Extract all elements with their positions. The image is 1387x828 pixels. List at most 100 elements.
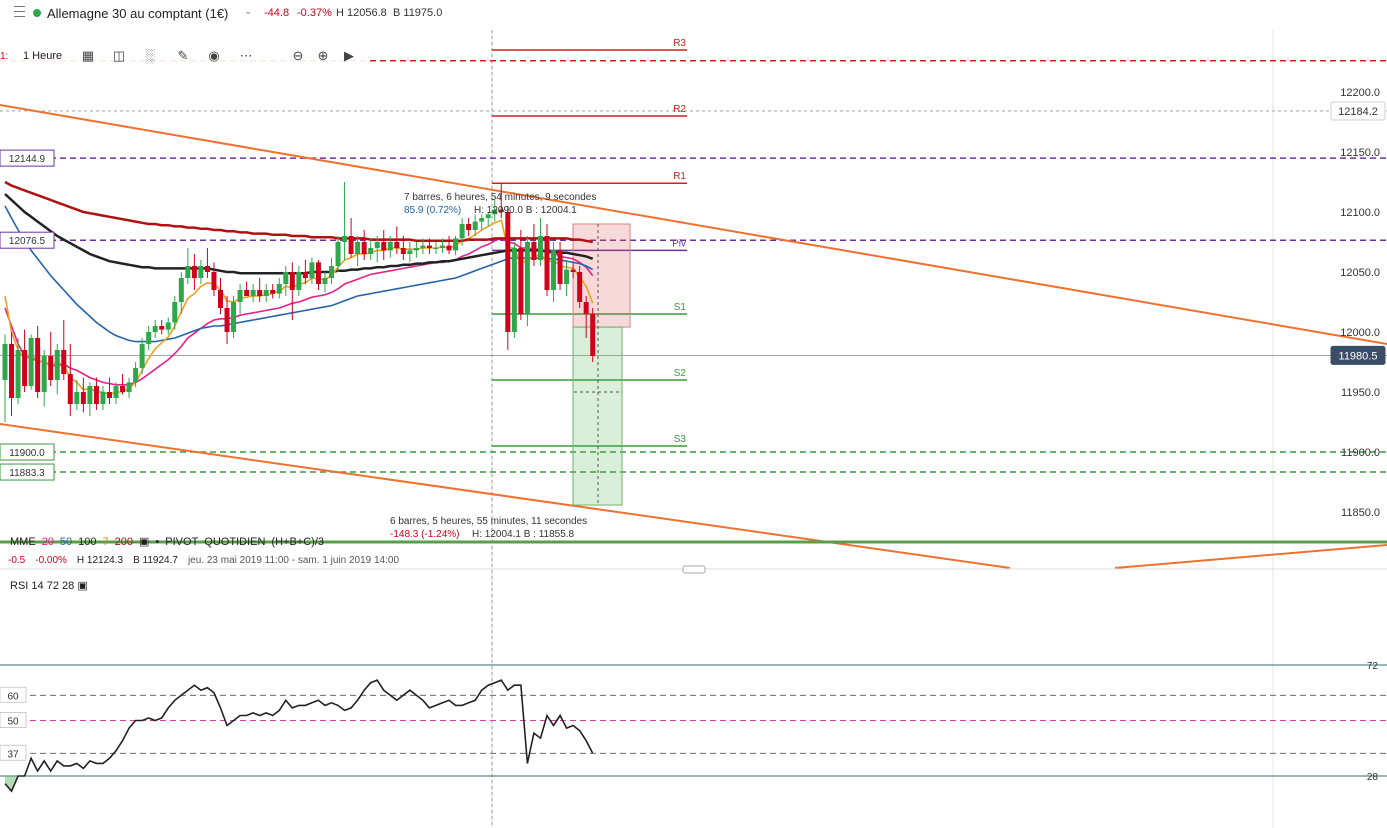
candles-icon[interactable]: ◫ bbox=[112, 48, 126, 63]
price-label-text: 12076.5 bbox=[9, 236, 46, 247]
period-info-row: -0.5 -0.00% H 12124.3 B 11924.7 jeu. 23 mai … bbox=[8, 555, 409, 566]
measure-bottom-change: -148.3 (-1.24%) bbox=[390, 529, 460, 540]
channel-lower-line bbox=[0, 423, 1011, 569]
ema-series-line bbox=[4, 180, 593, 244]
play-icon[interactable]: ▶ bbox=[344, 48, 354, 63]
draw-icon[interactable]: ✎ bbox=[177, 48, 189, 63]
candle bbox=[453, 236, 459, 256]
candle-body bbox=[459, 224, 465, 239]
price-label-box bbox=[0, 463, 55, 481]
y-axis-tick-label: 12100.0 bbox=[1340, 207, 1380, 219]
zoom-in-icon[interactable]: ⊕ bbox=[317, 48, 329, 63]
candle bbox=[133, 362, 139, 388]
pivot-label[interactable]: PIVOT bbox=[165, 536, 199, 548]
candle bbox=[433, 242, 439, 254]
chevron-down-icon[interactable]: ⌄ bbox=[244, 6, 253, 17]
candle bbox=[361, 230, 367, 260]
candle bbox=[485, 212, 491, 227]
candle bbox=[224, 296, 230, 344]
measure-top-range: H: 12090.0 B : 12004.1 bbox=[474, 205, 577, 216]
candle bbox=[459, 218, 465, 246]
candle bbox=[420, 238, 426, 254]
channel-lower-line-2 bbox=[1114, 544, 1387, 569]
candle-body bbox=[172, 302, 178, 323]
instrument-title[interactable]: Allemagne 30 au comptant (1€) bbox=[47, 6, 229, 21]
candle-body bbox=[329, 266, 334, 278]
candle-body bbox=[322, 278, 328, 284]
candle bbox=[283, 266, 289, 296]
candle-body bbox=[80, 392, 86, 404]
candle-body bbox=[557, 250, 563, 284]
candle bbox=[557, 242, 563, 290]
candle bbox=[355, 236, 361, 266]
pivot-type: QUOTIDIEN bbox=[204, 536, 266, 548]
ema-series-line bbox=[4, 205, 594, 343]
rsi-level-box bbox=[0, 744, 27, 761]
candle-body bbox=[120, 386, 126, 392]
close-icon[interactable]: ▣ bbox=[139, 536, 150, 548]
candle-body bbox=[276, 284, 282, 294]
candle-body bbox=[9, 344, 15, 398]
price-label-text: 11980.5 bbox=[1339, 350, 1378, 362]
price-label-box bbox=[1330, 345, 1386, 365]
candle-body bbox=[387, 242, 393, 251]
candle bbox=[152, 320, 158, 338]
candle-body bbox=[93, 386, 99, 404]
grid-icon[interactable]: ▦ bbox=[81, 48, 95, 63]
candle bbox=[511, 242, 517, 338]
y-axis-tick-label: 11850.0 bbox=[1341, 507, 1380, 519]
candle bbox=[335, 236, 341, 272]
bars-icon[interactable]: ░ bbox=[145, 48, 155, 63]
candle-body bbox=[381, 242, 387, 251]
candle bbox=[41, 350, 47, 407]
candle-body bbox=[564, 269, 570, 284]
candle-body bbox=[126, 382, 132, 392]
candle bbox=[537, 218, 543, 266]
candle bbox=[178, 272, 184, 314]
candle bbox=[518, 230, 524, 320]
measure-bottom-duration: 6 barres, 5 heures, 55 minutes, 11 secon… bbox=[390, 516, 588, 527]
y-axis-tick-label: 12200.0 bbox=[1340, 87, 1380, 99]
candle bbox=[466, 218, 472, 236]
candle bbox=[165, 317, 171, 335]
more-icon[interactable]: ⋯ bbox=[239, 48, 253, 63]
ema-series-line bbox=[4, 237, 594, 386]
candle-body bbox=[446, 245, 452, 251]
pane-resize-handle bbox=[682, 565, 706, 574]
zoom-out-icon[interactable]: ⊖ bbox=[292, 48, 304, 63]
candle-body bbox=[152, 326, 158, 332]
candle bbox=[93, 377, 99, 410]
candle bbox=[244, 281, 250, 296]
candle-body bbox=[257, 290, 263, 296]
menu-icon[interactable] bbox=[14, 6, 25, 17]
ma-period-7: 7 bbox=[102, 536, 109, 548]
rsi-level-box bbox=[0, 686, 27, 703]
candle-body bbox=[400, 248, 406, 254]
ma-label[interactable]: MME bbox=[10, 536, 36, 548]
candle bbox=[270, 284, 276, 299]
period-change-percent: -0.00% bbox=[35, 555, 67, 566]
candle bbox=[315, 260, 321, 290]
candle-body bbox=[87, 386, 93, 404]
candle-body bbox=[420, 245, 426, 248]
candle bbox=[498, 183, 504, 218]
candle-body bbox=[237, 290, 243, 302]
bullet-icon: • bbox=[155, 536, 160, 548]
candle bbox=[492, 200, 498, 222]
measure-bottom-range: H: 12004.1 B : 11855.8 bbox=[472, 529, 575, 540]
candle bbox=[276, 278, 282, 299]
timeframe-selector[interactable]: 1 Heure bbox=[23, 50, 63, 62]
rsi-label[interactable]: RSI bbox=[10, 580, 29, 592]
eye-icon[interactable]: ◉ bbox=[208, 48, 220, 63]
rsi-level-label: 37 bbox=[7, 749, 19, 760]
rsi-period: 14 bbox=[31, 580, 44, 592]
close-icon[interactable]: ▣ bbox=[77, 580, 88, 592]
candle bbox=[302, 260, 308, 284]
candle bbox=[100, 386, 106, 410]
price-change: -44.8 bbox=[264, 7, 290, 19]
candle-body bbox=[224, 308, 230, 332]
candle-body bbox=[106, 392, 112, 398]
candle-body bbox=[204, 266, 210, 272]
candle-body bbox=[583, 302, 589, 314]
